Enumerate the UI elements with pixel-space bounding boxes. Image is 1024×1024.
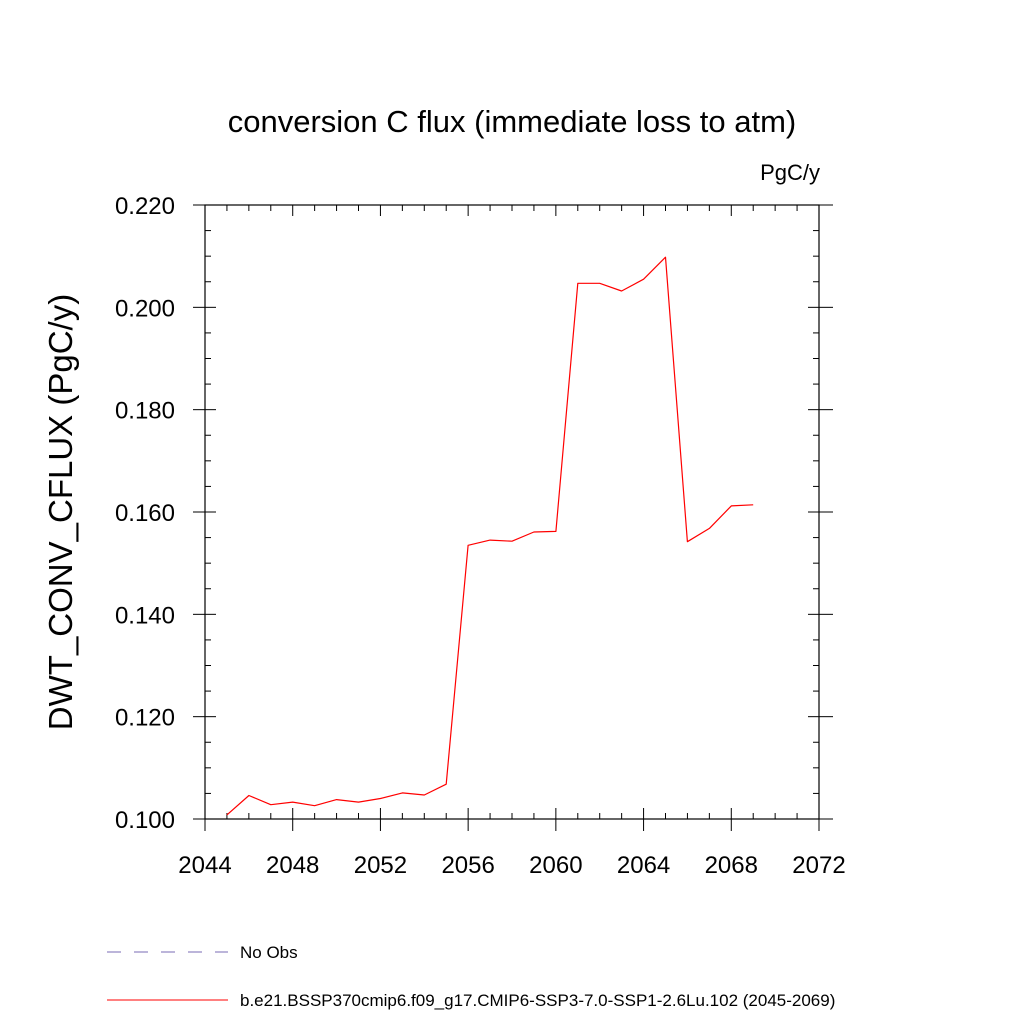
x-tick-label: 2044 bbox=[178, 852, 231, 879]
y-tick-label: 0.200 bbox=[115, 295, 175, 322]
y-tick-label: 0.180 bbox=[115, 398, 175, 425]
y-tick-label: 0.120 bbox=[115, 705, 175, 732]
axes: 2044 2048 2052 2056 2060 2064 2068 2072 0.100 0.1… bbox=[115, 193, 846, 879]
y-tick-label: 0.140 bbox=[115, 602, 175, 629]
x-tick-label: 2072 bbox=[792, 852, 845, 879]
y-axis-label: DWT_CONV_CFLUX (PgC/y) bbox=[42, 294, 79, 730]
chart-units: PgC/y bbox=[760, 160, 820, 185]
legend: No Obs b.e21.BSSP370cmip6.f09_g17.CMIP6-S… bbox=[107, 943, 835, 1010]
x-tick-label: 2060 bbox=[529, 852, 582, 879]
y-tick-label: 0.160 bbox=[115, 500, 175, 527]
chart-title: conversion C flux (immediate loss to atm… bbox=[228, 104, 797, 139]
legend-label: b.e21.BSSP370cmip6.f09_g17.CMIP6-SSP3-7.… bbox=[240, 991, 835, 1010]
x-tick-label: 2064 bbox=[617, 852, 670, 879]
y-tick-label: 0.100 bbox=[115, 807, 175, 834]
y-tick-label: 0.220 bbox=[115, 193, 175, 220]
x-tick-label: 2048 bbox=[266, 852, 319, 879]
x-tick-label: 2056 bbox=[441, 852, 494, 879]
series-line bbox=[226, 256, 754, 816]
x-tick-label: 2068 bbox=[705, 852, 758, 879]
series-layer bbox=[226, 256, 754, 816]
legend-label: No Obs bbox=[240, 943, 298, 962]
x-tick-label: 2052 bbox=[354, 852, 407, 879]
